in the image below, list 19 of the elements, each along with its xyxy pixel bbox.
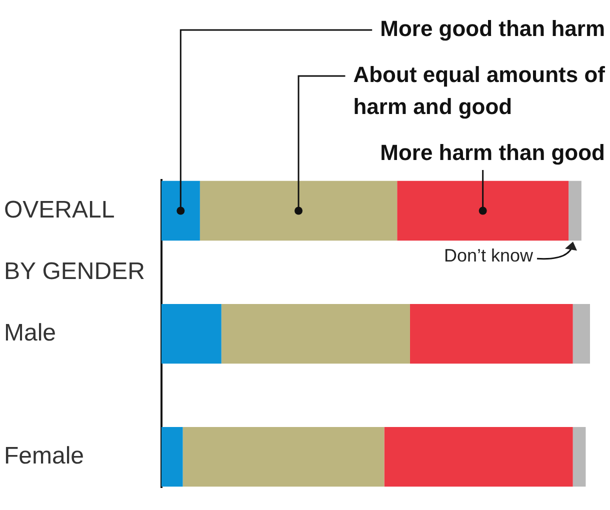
bar <box>161 180 200 241</box>
bar <box>200 180 398 241</box>
text: More good than harm <box>380 16 606 42</box>
bar <box>397 180 569 241</box>
bar <box>182 427 384 487</box>
bar <box>161 304 222 364</box>
y-tick-label: OVERALL <box>4 196 115 224</box>
bar <box>410 304 573 364</box>
series-label: More harm than good <box>380 140 606 166</box>
series-label: Don’t know <box>444 246 534 266</box>
bar <box>221 304 410 364</box>
bar <box>384 427 573 487</box>
y-tick-label: BY GENDER <box>4 258 145 285</box>
bar <box>161 427 183 487</box>
y-tick-label: Female <box>4 442 84 470</box>
bar <box>572 427 586 487</box>
text: About equal amounts of harm and good <box>353 62 606 120</box>
bar <box>572 304 590 364</box>
y-tick-label: Male <box>4 319 56 346</box>
